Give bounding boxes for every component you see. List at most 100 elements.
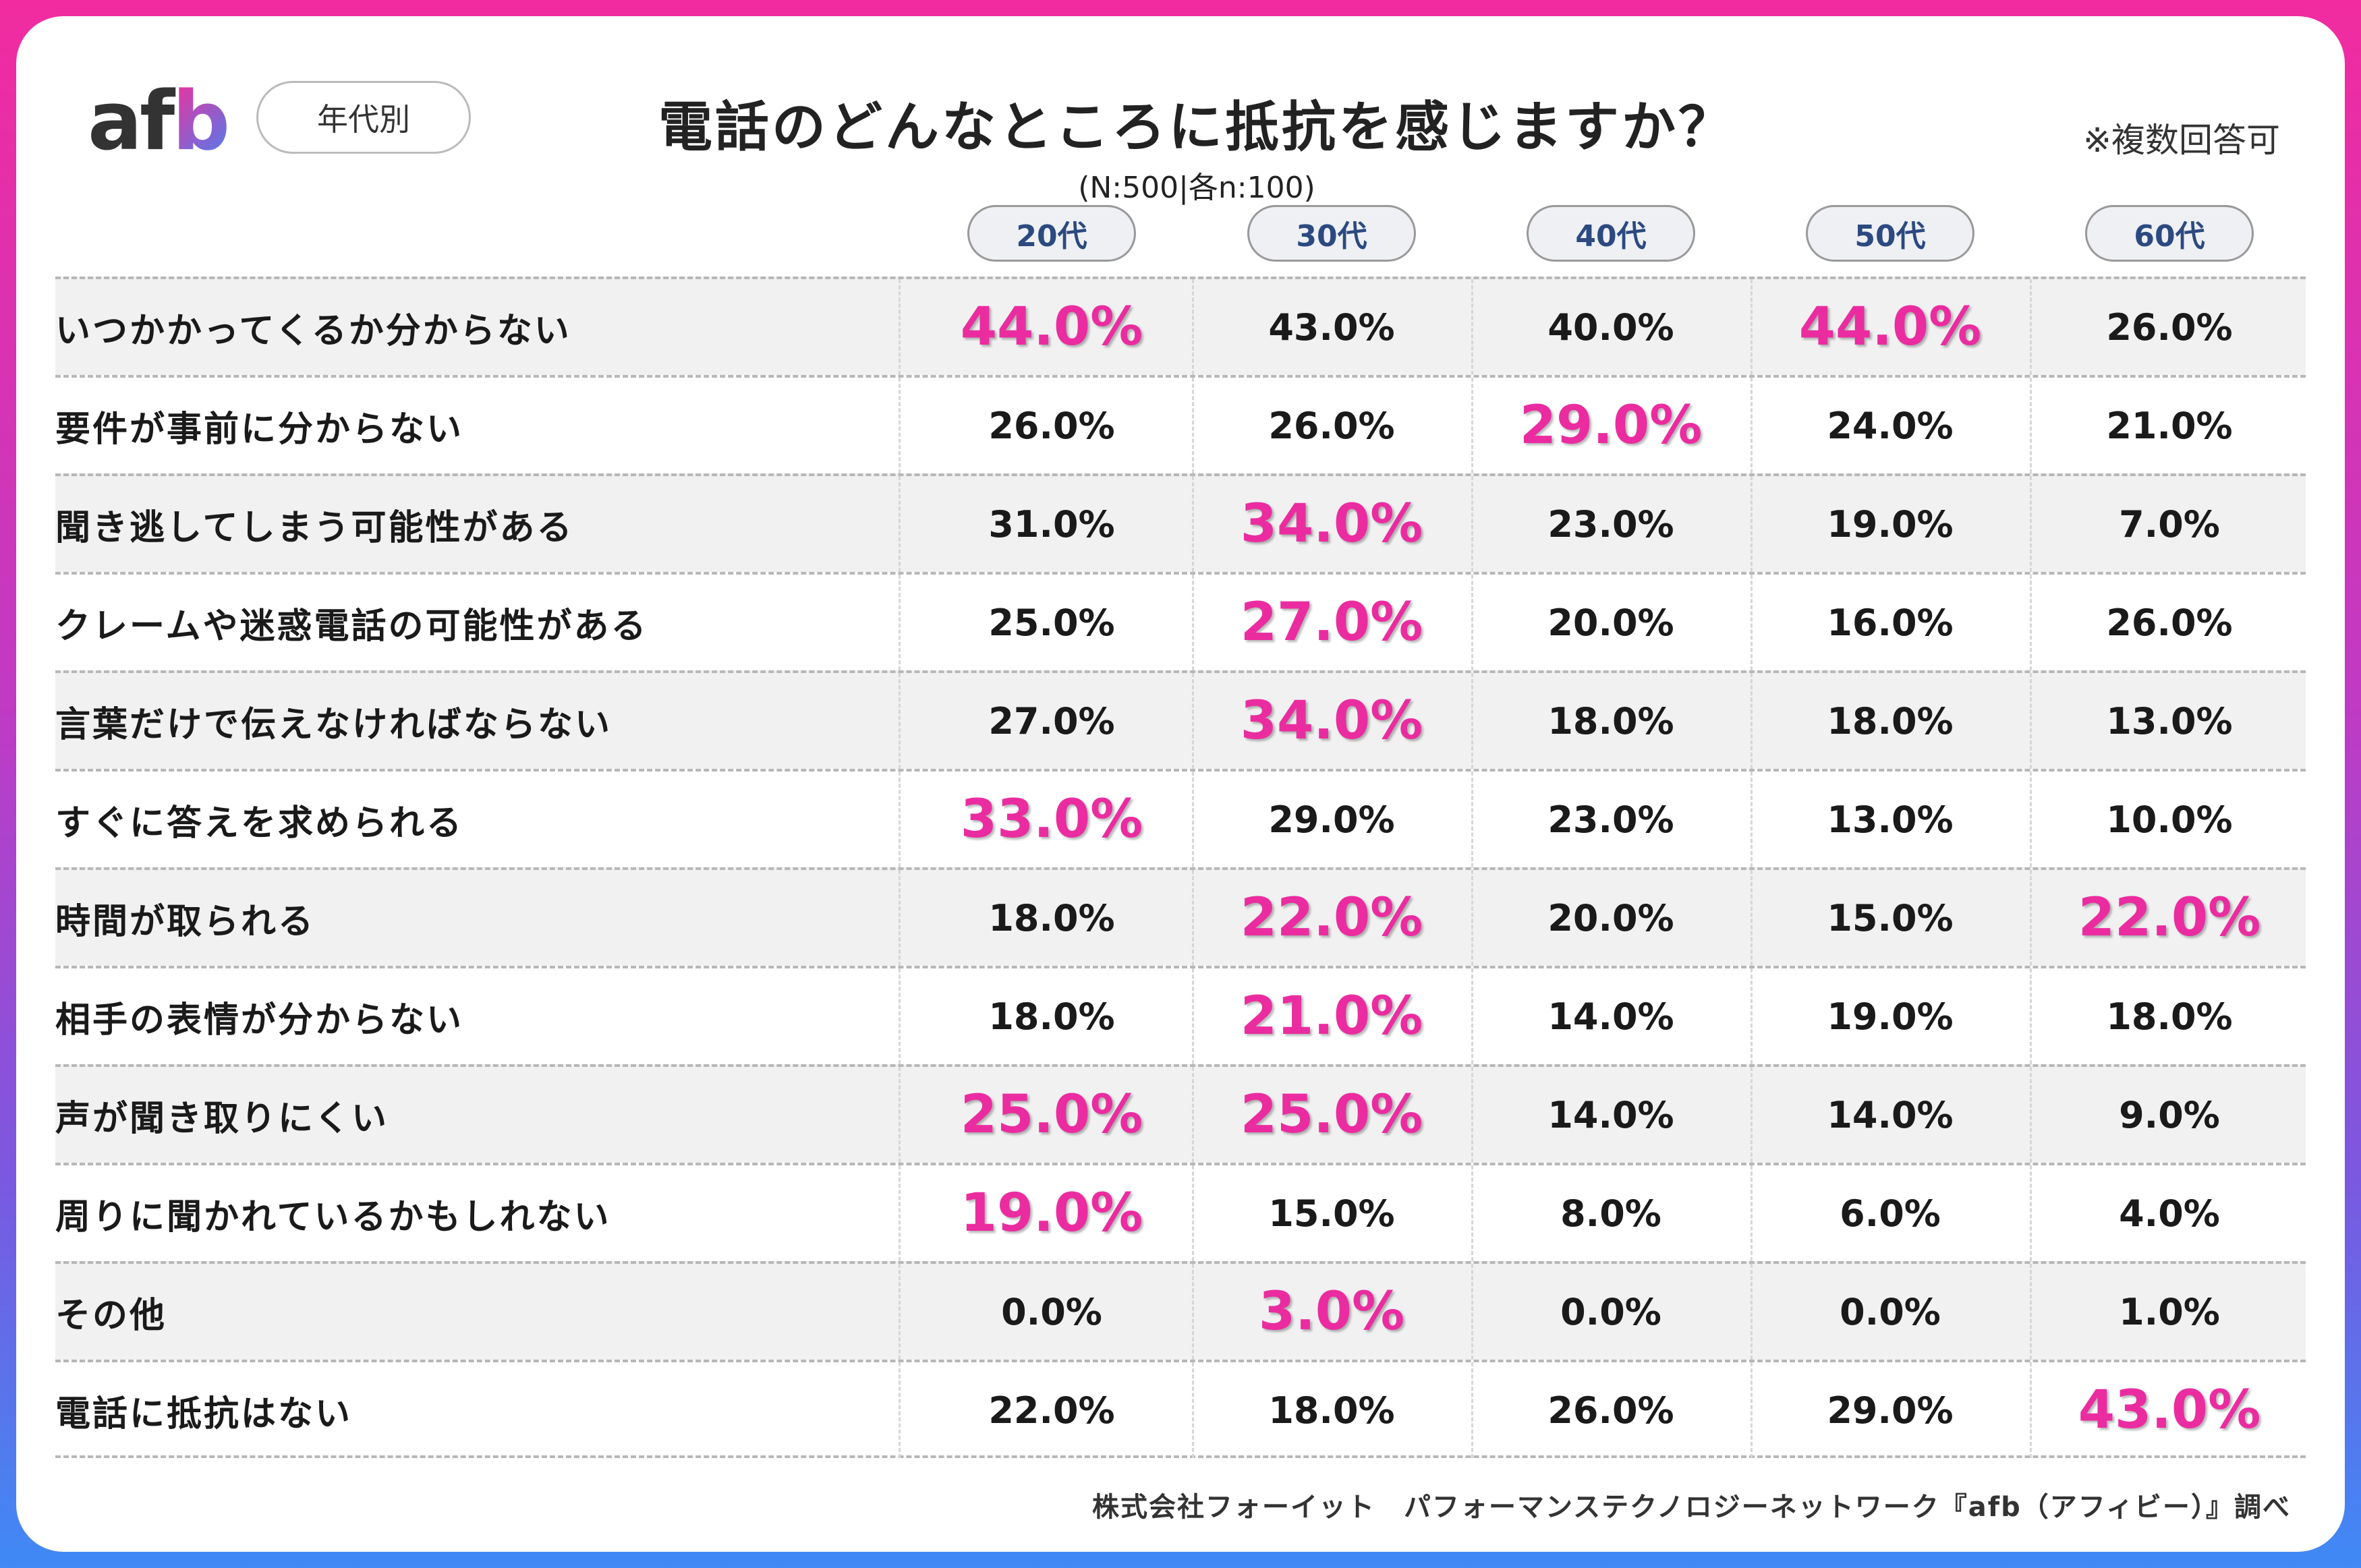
value-cell: 26.0%: [1268, 404, 1395, 447]
row-label: その他: [55, 1295, 167, 1336]
value-cell: 13.0%: [1827, 798, 1954, 841]
row-label: すぐに答えを求められる: [55, 803, 464, 844]
table-row: 要件が事前に分からない 26.0% 26.0% 29.0% 24.0% 21.0%: [55, 375, 2306, 473]
column-header-1: 20代: [967, 205, 1136, 262]
column-divider: [2030, 968, 2032, 1064]
value-cell-highlight: 34.0%: [1240, 494, 1423, 554]
column-divider: [1471, 1362, 1473, 1458]
value-cell: 7.0%: [2119, 502, 2220, 546]
column-divider: [899, 1264, 901, 1360]
column-divider: [1751, 1165, 1753, 1261]
value-cell-highlight: 25.0%: [960, 1084, 1143, 1145]
column-header-5: 60代: [2085, 205, 2254, 262]
column-divider: [1471, 1165, 1473, 1261]
value-cell: 13.0%: [2106, 699, 2233, 743]
table-row: 声が聞き取りにくい 25.0% 25.0% 14.0% 14.0% 9.0%: [55, 1064, 2306, 1163]
column-divider: [899, 378, 901, 473]
column-divider: [2030, 378, 2032, 473]
value-cell-highlight: 22.0%: [1240, 888, 1423, 948]
column-divider: [1471, 279, 1473, 375]
row-label: 周りに聞かれているかもしれない: [55, 1196, 611, 1238]
column-divider: [1192, 772, 1194, 867]
value-cell: 1.0%: [2119, 1290, 2220, 1333]
column-header-3: 40代: [1527, 205, 1695, 262]
row-label: いつかかってくるか分からない: [55, 310, 571, 351]
column-divider: [1471, 1067, 1473, 1163]
value-cell: 14.0%: [1827, 1093, 1954, 1136]
column-header-4: 50代: [1806, 205, 1974, 262]
column-divider: [2030, 476, 2032, 572]
value-cell: 31.0%: [988, 502, 1115, 546]
column-divider: [1192, 575, 1194, 670]
value-cell: 26.0%: [2106, 601, 2233, 644]
segment-pill: 年代別: [256, 81, 471, 154]
column-divider: [1192, 1362, 1194, 1458]
table-row: 時間が取られる 18.0% 22.0% 20.0% 15.0% 22.0%: [55, 867, 2306, 966]
column-divider: [1192, 1264, 1194, 1360]
afb-logo: af b: [88, 78, 243, 166]
value-cell: 22.0%: [988, 1389, 1115, 1432]
column-divider: [1751, 279, 1753, 375]
value-cell: 25.0%: [988, 601, 1115, 644]
row-label: 時間が取られる: [55, 901, 316, 942]
source-footer: 株式会社フォーイット パフォーマンステクノロジーネットワーク『afb（アフィビー…: [1091, 1492, 2291, 1523]
column-divider: [1751, 1264, 1753, 1360]
value-cell: 0.0%: [1560, 1290, 1661, 1333]
column-divider: [899, 1067, 901, 1163]
column-divider: [1471, 968, 1473, 1064]
table-row: すぐに答えを求められる 33.0% 29.0% 23.0% 13.0% 10.0%: [55, 769, 2306, 867]
value-cell-highlight: 19.0%: [960, 1183, 1143, 1244]
content-card: af b 年代別 電話のどんなところに抵抗を感じますか？ (N:500|各n:10…: [16, 16, 2345, 1552]
row-label: 聞き逃してしまう可能性がある: [55, 507, 574, 548]
value-cell: 18.0%: [988, 896, 1115, 939]
value-cell: 26.0%: [2106, 306, 2233, 349]
chart-title: 電話のどんなところに抵抗を感じますか？: [658, 96, 1735, 158]
value-cell: 16.0%: [1827, 601, 1954, 644]
column-divider: [1751, 673, 1753, 769]
value-cell-highlight: 44.0%: [1798, 297, 1982, 357]
value-cell-highlight: 29.0%: [1519, 395, 1703, 456]
column-divider: [899, 673, 901, 769]
column-divider: [1471, 476, 1473, 572]
value-cell: 23.0%: [1547, 502, 1674, 546]
table-row: その他 0.0% 3.0% 0.0% 0.0% 1.0%: [55, 1261, 2306, 1360]
value-cell: 43.0%: [1268, 306, 1395, 349]
column-divider: [899, 968, 901, 1064]
value-cell: 10.0%: [2106, 798, 2233, 841]
column-divider: [1192, 476, 1194, 572]
column-divider: [899, 772, 901, 867]
table-row: クレームや迷惑電話の可能性がある 25.0% 27.0% 20.0% 16.0% 26.0…: [55, 572, 2306, 670]
column-divider: [1192, 378, 1194, 473]
row-label: 声が聞き取りにくい: [55, 1098, 389, 1139]
table-row: 言葉だけで伝えなければならない 27.0% 34.0% 18.0% 18.0% 13.0%: [55, 670, 2306, 769]
row-label: 相手の表情が分からない: [55, 999, 464, 1041]
value-cell: 20.0%: [1547, 601, 1674, 644]
value-cell: 0.0%: [1001, 1290, 1102, 1333]
value-cell-highlight: 33.0%: [960, 789, 1143, 850]
value-cell: 19.0%: [1827, 995, 1954, 1038]
column-divider: [1471, 575, 1473, 670]
value-cell: 14.0%: [1547, 995, 1674, 1038]
value-cell: 0.0%: [1840, 1290, 1941, 1333]
table-row: 周りに聞かれているかもしれない 19.0% 15.0% 8.0% 6.0% 4.0%: [55, 1163, 2306, 1261]
column-divider: [1192, 1067, 1194, 1163]
value-cell-highlight: 43.0%: [2078, 1380, 2261, 1441]
value-cell: 29.0%: [1268, 798, 1395, 841]
value-cell: 40.0%: [1547, 306, 1674, 349]
value-cell: 24.0%: [1827, 404, 1954, 447]
column-divider: [1751, 968, 1753, 1064]
logo-text-b: b: [172, 75, 230, 169]
column-divider: [1751, 870, 1753, 966]
column-divider: [2030, 1264, 2032, 1360]
column-divider: [1471, 378, 1473, 473]
column-divider: [1471, 772, 1473, 867]
column-divider: [899, 870, 901, 966]
value-cell: 15.0%: [1827, 896, 1954, 939]
column-divider: [2030, 279, 2032, 375]
value-cell: 29.0%: [1827, 1389, 1954, 1432]
table-row: いつかかってくるか分からない 44.0% 43.0% 40.0% 44.0% 26.0%: [55, 277, 2306, 375]
sample-size: (N:500|各n:100): [1078, 171, 1315, 205]
value-cell: 19.0%: [1827, 502, 1954, 546]
value-cell-highlight: 27.0%: [1240, 592, 1423, 653]
column-divider: [1471, 673, 1473, 769]
